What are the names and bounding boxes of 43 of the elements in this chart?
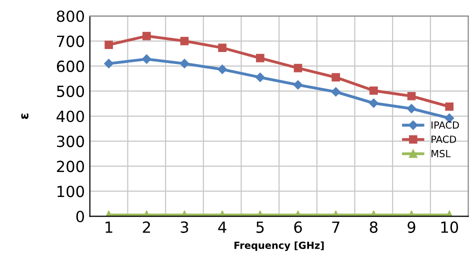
y-axis-title: ε [21,113,28,119]
y-tick-label: 100 [58,186,84,198]
x-tick-label: 3 [180,221,188,233]
y-tick-label: 600 [56,60,84,72]
point [180,36,189,46]
y-tick-label: 300 [57,136,84,148]
y-tick-label: 800 [56,10,84,22]
point [370,86,378,95]
x-tick-label: 9 [408,221,416,233]
point [293,80,303,90]
x-tick-label: 8 [370,221,378,233]
point [332,73,340,82]
y-tick-label: 0 [76,210,84,222]
point [406,104,416,114]
x-tick-label: 7 [332,222,340,233]
x-tick-label: 4 [218,222,226,233]
point [104,40,113,49]
x-tick-label: 5 [256,222,264,233]
x-tick-label: 10 [441,221,458,233]
legend-label: PACD [432,136,456,143]
x-tick-label: 6 [294,221,302,233]
point [369,98,378,108]
y-tick-label: 400 [56,110,84,122]
y-tick-label: 500 [57,86,84,98]
point [294,64,302,72]
legend-label: MSL [432,150,451,158]
point [142,32,151,40]
point [256,54,264,62]
legend-label: IPACD [432,121,459,129]
point [331,87,340,96]
y-tick-label: 200 [56,160,84,172]
point [104,58,114,68]
point [218,44,226,52]
point [407,92,416,100]
x-tick-label: 2 [142,221,150,233]
point [180,58,190,68]
x-tick-label: 1 [106,222,112,233]
x-axis-title: Frequency [GHz] [234,241,324,251]
point [142,54,152,64]
y-tick-label: 700 [57,36,84,48]
point [256,72,265,82]
point [445,102,454,111]
point [218,64,227,74]
